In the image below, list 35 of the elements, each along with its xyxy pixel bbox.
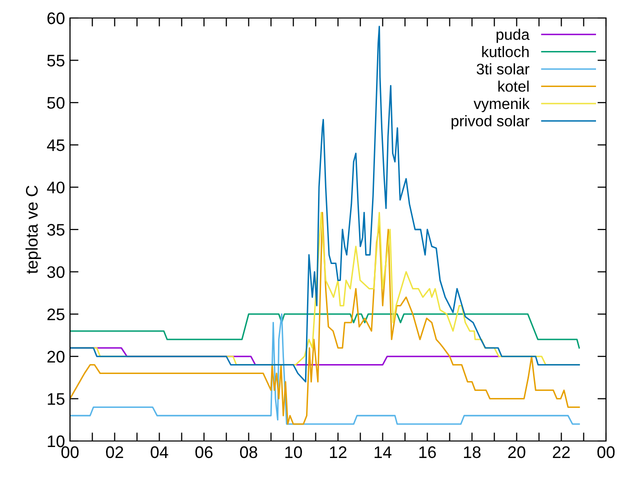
line-series (70, 313, 580, 425)
x-tick-label: 12 (330, 446, 346, 458)
y-tick-label: 35 (47, 224, 64, 236)
x-tick-label: 22 (552, 446, 570, 458)
y-axis-title: teplota ve C (26, 186, 42, 274)
legend-label: vymenik (474, 98, 530, 112)
x-tick-label: 04 (150, 446, 168, 458)
legend-label: puda (496, 28, 530, 43)
y-tick-label: 45 (46, 139, 64, 152)
x-tick-label: 14 (374, 446, 392, 458)
x-tick-label: 20 (508, 446, 526, 458)
y-tick-label: 60 (47, 12, 64, 24)
x-tick-label: 18 (464, 446, 481, 458)
x-tick-label: 06 (195, 446, 213, 458)
line-series (70, 313, 580, 349)
x-tick-label: 16 (419, 446, 436, 458)
legend-label: 3ti solar (476, 63, 530, 75)
y-tick-label: 55 (47, 54, 64, 67)
line-series (70, 26, 580, 382)
y-tick-label: 50 (47, 97, 64, 109)
legend-label: kotel (498, 80, 529, 92)
line-series (70, 212, 580, 425)
x-tick-label: 02 (106, 446, 124, 458)
y-tick-label: 25 (47, 308, 64, 320)
y-tick-label: 15 (48, 393, 64, 405)
y-tick-label: 10 (48, 435, 64, 448)
legend-label: kutloch (482, 46, 529, 58)
x-tick-label: 10 (285, 446, 302, 458)
y-tick-label: 20 (47, 350, 64, 363)
y-tick-label: 30 (47, 266, 64, 278)
y-tick-label: 40 (46, 182, 64, 194)
x-tick-label: 00 (61, 446, 79, 458)
x-tick-label: 08 (240, 446, 258, 458)
legend-label: privod solar (452, 115, 530, 130)
x-tick-label: 00 (597, 446, 615, 458)
